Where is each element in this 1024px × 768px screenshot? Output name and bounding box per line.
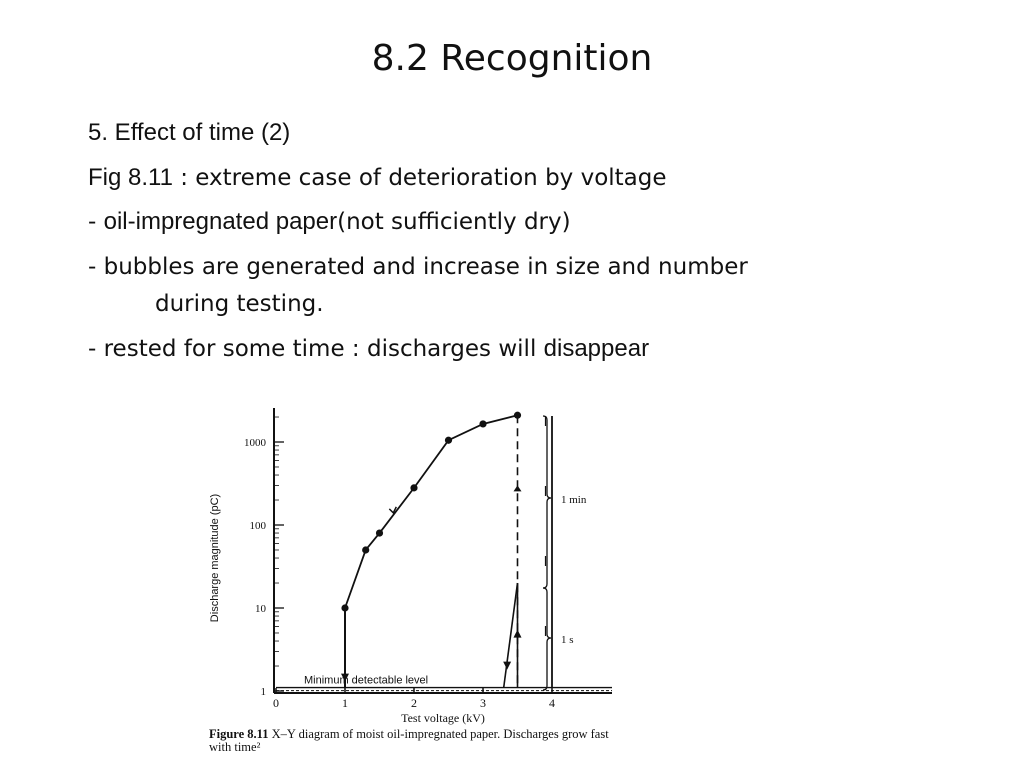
y-tick-label: 1 bbox=[261, 686, 267, 698]
x-axis-label: Test voltage (kV) bbox=[401, 711, 485, 725]
series-line bbox=[344, 414, 518, 609]
figure-reference-text: : extreme case of deterioration by volta… bbox=[172, 165, 667, 191]
rise-line bbox=[502, 582, 519, 688]
data-point bbox=[410, 484, 418, 492]
bullet-dash: - bbox=[88, 209, 104, 235]
y-axis-label: Discharge magnitude (pC) bbox=[209, 494, 221, 622]
data-point bbox=[375, 529, 384, 537]
figure-reference-line: Fig 8.11 : extreme case of deterioration… bbox=[88, 163, 667, 193]
caption-text-line2: with time² bbox=[209, 740, 261, 754]
time-annotations: 1 min 1 s bbox=[542, 415, 587, 691]
bullet-rested: - rested for some time : discharges will… bbox=[88, 334, 649, 364]
arrow-down-small bbox=[503, 661, 512, 670]
discharge-series bbox=[341, 411, 522, 612]
figure-reference-label: Fig 8.11 bbox=[88, 164, 173, 191]
figure-caption: Figure 8.11 X–Y diagram of moist oil-imp… bbox=[209, 728, 809, 754]
bullet-bubbles-continued: during testing. bbox=[155, 291, 324, 317]
data-point bbox=[479, 420, 487, 428]
bullet-text: - rested for some time : discharges will bbox=[88, 336, 544, 362]
x-tick-label: 0 bbox=[273, 696, 279, 710]
bullet-bold-term: oil-impregnated paper bbox=[103, 208, 338, 235]
bullet-text: (not sufficiently dry) bbox=[337, 209, 571, 235]
data-point bbox=[444, 436, 453, 444]
x-tick-label: 1 bbox=[342, 696, 348, 710]
section-heading: 5. Effect of time (2) bbox=[88, 119, 291, 146]
arrow-up-small bbox=[513, 629, 522, 638]
bullet-oil-paper: - oil-impregnated paper(not sufficiently… bbox=[88, 207, 571, 237]
data-point bbox=[362, 546, 370, 554]
chart-axes bbox=[273, 408, 612, 694]
y-tick-label: 100 bbox=[250, 520, 267, 532]
annotation-1s: 1 s bbox=[561, 634, 574, 646]
brace-1min bbox=[542, 415, 552, 589]
page-title: 8.2 Recognition bbox=[371, 38, 653, 79]
arrow-up bbox=[513, 485, 522, 492]
x-tick-label: 4 bbox=[549, 696, 555, 710]
arrow-down bbox=[341, 673, 349, 682]
caption-label: Figure 8.11 bbox=[209, 727, 269, 741]
min-level-label: Minimum detectable level bbox=[304, 675, 428, 687]
time-lines bbox=[341, 415, 553, 688]
caption-text: X–Y diagram of moist oil-impregnated pap… bbox=[268, 727, 609, 741]
curve-arrow bbox=[388, 506, 397, 515]
y-tick-label: 10 bbox=[255, 603, 267, 615]
minimum-detectable-level: Minimum detectable level bbox=[276, 675, 612, 692]
x-tick-label: 2 bbox=[411, 696, 417, 710]
x-tick-label: 3 bbox=[480, 696, 486, 710]
bullet-bubbles: - bubbles are generated and increase in … bbox=[88, 254, 748, 280]
brace-1s bbox=[542, 587, 552, 691]
y-tick-label: 1000 bbox=[244, 437, 267, 449]
figure-8-11: 0 1 2 3 4 1 10 100 1000 Minimum detectable level… bbox=[200, 398, 820, 768]
annotation-1min: 1 min bbox=[561, 494, 587, 506]
bullet-bold-term: disappear bbox=[543, 335, 650, 362]
